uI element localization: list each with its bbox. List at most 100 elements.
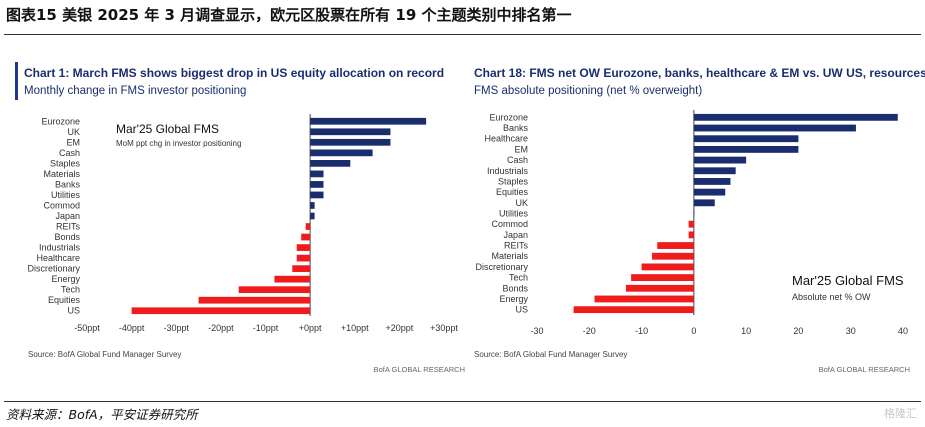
chart1-title: Chart 1: March FMS shows biggest drop in… <box>24 66 444 80</box>
chart2-category-label: Discretionary <box>475 262 528 272</box>
chart2-category-label: US <box>515 305 528 315</box>
chart2-brand: BofA GLOBAL RESEARCH <box>819 365 910 374</box>
chart1-bar <box>274 275 311 283</box>
chart1-category-label: Tech <box>61 285 80 295</box>
chart2-bar <box>594 295 694 303</box>
chart1-category-label: Healthcare <box>36 253 80 263</box>
chart1-category-label: Utilities <box>51 190 81 200</box>
chart2-tick-label: -20 <box>583 326 596 336</box>
chart1-tick-label: -50ppt <box>74 323 100 333</box>
chart2-category-label: Healthcare <box>484 134 528 144</box>
chart1-category-label: Equities <box>48 295 81 305</box>
chart1-inset-title: Mar'25 Global FMS <box>116 122 219 136</box>
chart2-tick-label: 0 <box>691 326 696 336</box>
chart1-bar <box>305 223 311 230</box>
chart1-bar <box>310 149 373 157</box>
chart1-bar <box>301 233 311 241</box>
chart2-category-label: Industrials <box>487 166 529 176</box>
chart1-plot: EurozoneUKEMCashStaplesMaterialsBanksUti… <box>27 114 458 333</box>
chart1-tick-label: -40ppt <box>119 323 145 333</box>
chart1-category-label: Japan <box>55 211 80 221</box>
chart1-bar <box>310 202 315 209</box>
chart1-category-label: Banks <box>55 179 81 189</box>
chart2-bar <box>688 231 694 239</box>
chart2-category-label: EM <box>515 144 529 154</box>
chart2-plot: EurozoneBanksHealthcareEMCashIndustrials… <box>475 110 908 336</box>
chart1-bar <box>296 254 311 262</box>
chart2-category-label: Cash <box>507 155 528 165</box>
chart2-category-label: Energy <box>499 294 528 304</box>
chart2-category-label: Tech <box>509 273 528 283</box>
chart2-category-label: Materials <box>491 251 528 261</box>
chart1-category-label: REITs <box>56 222 81 232</box>
chart2-bar <box>693 135 799 143</box>
chart2-title: Chart 18: FMS net OW Eurozone, banks, he… <box>474 66 925 80</box>
chart1-category-label: Discretionary <box>27 264 80 274</box>
chart1-bar <box>310 117 427 125</box>
chart1-tick-label: -10ppt <box>253 323 279 333</box>
chart1-category-label: Energy <box>51 274 80 284</box>
title-rule <box>4 34 921 35</box>
chart1-category-label: Cash <box>59 148 80 158</box>
chart2-bar <box>693 210 695 217</box>
chart2-bar <box>693 156 747 164</box>
chart1-accent-bar <box>15 62 18 100</box>
chart2-bar <box>693 178 731 185</box>
chart2-bar <box>693 145 799 153</box>
chart1-source: Source: BofA Global Fund Manager Survey <box>28 350 181 359</box>
chart1-bar <box>310 138 391 146</box>
chart2-category-label: Utilities <box>499 209 529 219</box>
chart2-category-label: UK <box>515 198 528 208</box>
chart1-bar <box>310 212 315 220</box>
chart1-category-label: Bonds <box>54 232 80 242</box>
chart2-bar <box>657 242 694 249</box>
chart2-category-label: Eurozone <box>489 112 528 122</box>
footer-rule <box>4 401 921 402</box>
chart2-bar <box>693 167 736 175</box>
chart1-category-label: Staples <box>50 158 81 168</box>
chart2-inset-subtitle: Absolute net % OW <box>792 292 871 302</box>
chart2-bar <box>693 188 726 196</box>
chart1-category-label: UK <box>67 127 80 137</box>
chart1-tick-label: +30ppt <box>430 323 458 333</box>
chart2-category-label: Banks <box>503 123 529 133</box>
chart1-category-label: Materials <box>43 169 80 179</box>
chart1-bar <box>310 160 351 167</box>
chart2-category-label: REITs <box>504 241 529 251</box>
chart2-category-label: Commod <box>491 219 528 229</box>
chart1-category-label: Eurozone <box>41 116 80 126</box>
chart1-tick-label: -20ppt <box>208 323 234 333</box>
chart1-bar <box>292 265 311 272</box>
chart2-bar <box>693 124 856 132</box>
chart1-category-label: Industrials <box>39 243 81 253</box>
chart1-tick-label: -30ppt <box>163 323 189 333</box>
chart2-subtitle: FMS absolute positioning (net % overweig… <box>474 85 702 97</box>
chart2-category-label: Staples <box>498 176 529 186</box>
chart2-bar <box>631 274 694 282</box>
chart1-bar <box>198 296 311 304</box>
chart1-bar <box>310 170 324 178</box>
chart2-tick-label: 30 <box>846 326 856 336</box>
chart1-tick-label: +20ppt <box>385 323 413 333</box>
source-footer: 资料来源：BofA，平安证券研究所 <box>6 407 198 422</box>
chart1-bar <box>296 244 311 251</box>
chart2-bar <box>625 284 694 292</box>
chart1-bar <box>310 181 324 188</box>
chart2-tick-label: 10 <box>741 326 751 336</box>
chart1-category-label: US <box>67 306 80 316</box>
chart1-category-label: Commod <box>43 200 80 210</box>
chart2-source: Source: BofA Global Fund Manager Survey <box>474 350 627 359</box>
chart2-bar <box>573 306 694 314</box>
chart2-category-label: Equities <box>496 187 529 197</box>
chart2-bar <box>641 263 694 271</box>
chart2-tick-label: -30 <box>530 326 543 336</box>
chart1-inset-subtitle: MoM ppt chg in investor positioning <box>116 139 241 148</box>
chart2-inset-title: Mar'25 Global FMS <box>792 273 904 288</box>
chart1-brand: BofA GLOBAL RESEARCH <box>374 365 465 374</box>
chart1-bar <box>131 307 311 315</box>
chart2-bar <box>693 199 715 207</box>
chart1-category-label: EM <box>67 137 81 147</box>
chart1-bar <box>238 286 311 294</box>
chart1-bar <box>310 128 391 136</box>
chart1-subtitle: Monthly change in FMS investor positioni… <box>24 85 246 97</box>
